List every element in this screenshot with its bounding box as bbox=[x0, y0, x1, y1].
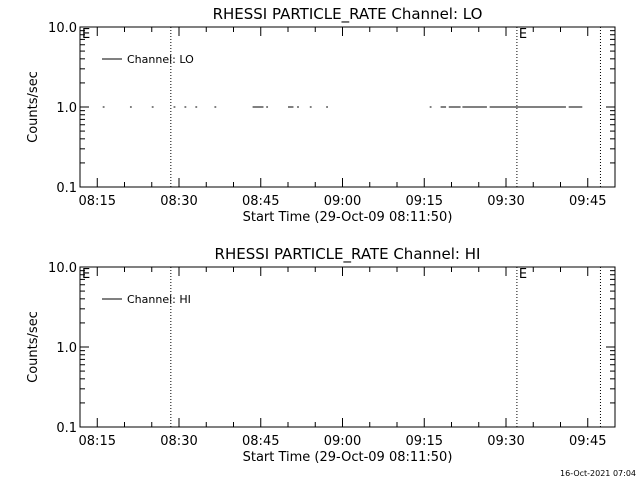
chart-title: RHESSI PARTICLE_RATE Channel: LO bbox=[213, 5, 483, 24]
x-tick-label: 09:30 bbox=[487, 194, 524, 209]
legend-label: Channel: LO bbox=[127, 53, 194, 66]
y-tick-label: 1.0 bbox=[56, 341, 77, 356]
marker-label: E bbox=[82, 27, 90, 42]
x-tick-label: 08:15 bbox=[79, 194, 116, 209]
y-tick-label: 0.1 bbox=[56, 421, 77, 436]
y-tick-label: 10.0 bbox=[48, 21, 77, 36]
panel-hi: RHESSI PARTICLE_RATE Channel: HI 0.1 1.0 10… bbox=[26, 245, 616, 465]
x-tick-label: 09:00 bbox=[324, 194, 361, 209]
x-axis-label: Start Time (29-Oct-09 08:11:50) bbox=[243, 450, 453, 465]
legend-label: Channel: HI bbox=[127, 293, 191, 306]
x-tick-label: 09:45 bbox=[569, 194, 606, 209]
chart-title: RHESSI PARTICLE_RATE Channel: HI bbox=[215, 245, 481, 264]
event-marker-label: E bbox=[519, 27, 527, 42]
x-tick-label: 09:15 bbox=[406, 194, 443, 209]
x-tick-label: 09:00 bbox=[324, 434, 361, 449]
x-tick-label: 08:30 bbox=[160, 194, 197, 209]
x-axis-label: Start Time (29-Oct-09 08:11:50) bbox=[243, 210, 453, 225]
x-tick-label: 08:45 bbox=[242, 194, 279, 209]
marker-label: E bbox=[82, 267, 90, 282]
event-marker-label: E bbox=[519, 267, 527, 282]
x-tick-label: 08:30 bbox=[160, 434, 197, 449]
x-tick-label: 08:15 bbox=[79, 434, 116, 449]
y-tick-label: 1.0 bbox=[56, 101, 77, 116]
plot-frame bbox=[79, 266, 616, 428]
panel-lo: RHESSI PARTICLE_RATE Channel: LO 0.1 1.0 10… bbox=[26, 5, 616, 225]
y-axis-label: Counts/sec bbox=[26, 71, 41, 143]
x-tick-label: 08:45 bbox=[242, 434, 279, 449]
x-tick-label: 09:30 bbox=[487, 434, 524, 449]
footer-timestamp: 16-Oct-2021 07:04 bbox=[560, 469, 636, 478]
x-tick-label: 09:15 bbox=[406, 434, 443, 449]
y-tick-label: 10.0 bbox=[48, 261, 77, 276]
y-axis-label: Counts/sec bbox=[26, 311, 41, 383]
y-tick-label: 0.1 bbox=[56, 181, 77, 196]
x-tick-label: 09:45 bbox=[569, 434, 606, 449]
